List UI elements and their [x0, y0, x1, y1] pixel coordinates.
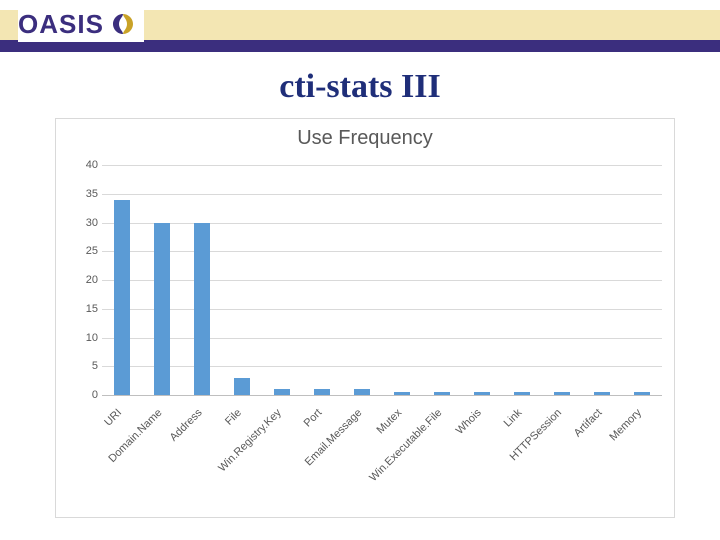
bar	[194, 223, 211, 396]
chart-plot-area: 0510152025303540	[102, 165, 662, 395]
oasis-logo: OASIS	[18, 6, 144, 42]
ytick-label: 30	[72, 217, 98, 229]
header-bar: OASIS	[0, 0, 720, 54]
xtick-label: Link	[502, 407, 525, 430]
ytick-label: 40	[72, 159, 98, 171]
ytick-label: 35	[72, 188, 98, 200]
xtick-label: File	[223, 407, 244, 428]
ytick-label: 10	[72, 332, 98, 344]
bar	[114, 200, 131, 396]
bar	[634, 392, 651, 395]
gridline	[102, 280, 662, 281]
ytick-label: 0	[72, 389, 98, 401]
bar	[154, 223, 171, 396]
bar	[434, 392, 451, 395]
bar	[314, 389, 331, 395]
gridline	[102, 194, 662, 195]
ytick-label: 5	[72, 360, 98, 372]
gridline	[102, 338, 662, 339]
bar	[394, 392, 411, 395]
oasis-interlock-icon	[110, 11, 136, 37]
gridline	[102, 165, 662, 166]
bar	[474, 392, 491, 395]
bar	[234, 378, 251, 395]
use-frequency-chart: Use Frequency 0510152025303540 URIDomain…	[55, 118, 675, 518]
ytick-label: 25	[72, 245, 98, 257]
bar	[514, 392, 531, 395]
slide-title: cti-stats III	[0, 68, 720, 106]
ytick-label: 20	[72, 274, 98, 286]
xtick-label: Whois	[454, 407, 484, 437]
xtick-label: Mutex	[375, 407, 405, 437]
chart-xaxis-labels: URIDomain.NameAddressFileWin.Registry.Ke…	[102, 399, 662, 509]
bar	[354, 389, 371, 395]
gridline	[102, 309, 662, 310]
xtick-label: Memory	[607, 407, 644, 444]
xtick-label: Address	[168, 407, 205, 444]
chart-title: Use Frequency	[56, 119, 674, 150]
gridline	[102, 223, 662, 224]
bar	[594, 392, 611, 395]
bar	[554, 392, 571, 395]
gridline	[102, 366, 662, 367]
gridline	[102, 395, 662, 396]
xtick-label: Port	[302, 407, 325, 430]
ytick-label: 15	[72, 303, 98, 315]
xtick-label: Artifact	[572, 407, 605, 440]
logo-text: OASIS	[18, 9, 104, 40]
gridline	[102, 251, 662, 252]
bar	[274, 389, 291, 395]
xtick-label: URI	[102, 407, 124, 429]
xtick-label: Win.Executable.File	[367, 407, 444, 484]
